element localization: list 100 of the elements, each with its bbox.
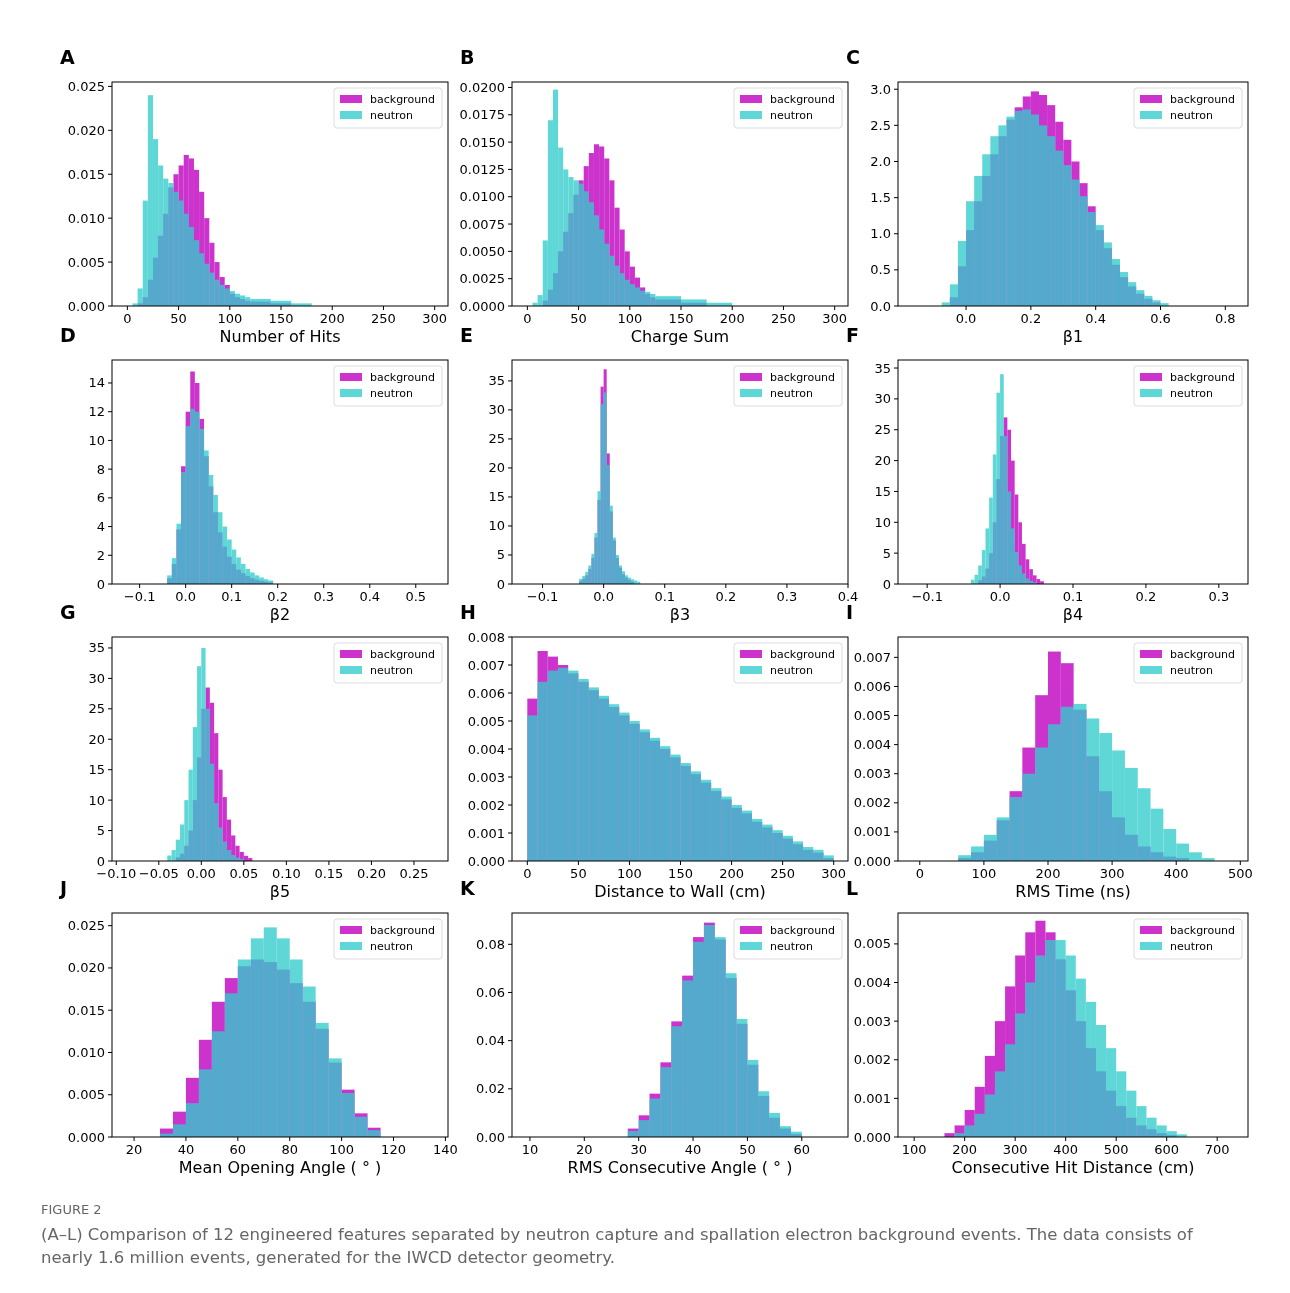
legend-label: background <box>1170 371 1236 384</box>
x-tick-label: 20 <box>125 1142 143 1157</box>
x-axis-title: β3 <box>669 605 691 624</box>
x-tick-label: 0.2 <box>267 589 289 604</box>
x-tick-label: 250 <box>371 311 396 326</box>
y-tick-label: 2 <box>96 547 105 563</box>
x-tick-label: 0.3 <box>1208 589 1230 604</box>
y-tick-label: 25 <box>88 701 105 717</box>
x-tick-label: 300 <box>1099 866 1125 881</box>
x-tick-label: 100 <box>617 866 642 881</box>
y-tick-label: 0.025 <box>67 918 105 934</box>
x-tick-label: 200 <box>1035 866 1061 881</box>
y-tick-label: 0.0 <box>870 298 891 314</box>
y-tick-label: 25 <box>488 431 505 447</box>
legend-label: neutron <box>1170 940 1214 953</box>
x-tick-label: 0.4 <box>359 589 381 604</box>
x-tick-label: 400 <box>1163 866 1189 881</box>
x-tick-label: −0.1 <box>526 589 559 604</box>
x-tick-label: 60 <box>793 1142 811 1157</box>
x-tick-label: 500 <box>1227 866 1253 881</box>
y-tick-label: 0.010 <box>67 210 105 226</box>
y-tick-label: 0.003 <box>467 769 505 785</box>
x-tick-label: −0.1 <box>911 589 943 604</box>
y-tick-label: 0.005 <box>853 936 891 952</box>
y-tick-label: 0.0050 <box>459 243 505 259</box>
y-tick-label: 3.0 <box>870 81 891 97</box>
x-tick-label: 300 <box>822 311 848 326</box>
y-tick-label: 6 <box>96 490 105 506</box>
y-tick-label: 1.5 <box>870 190 891 206</box>
y-tick-label: 20 <box>488 460 505 476</box>
y-tick-label: 0.0150 <box>459 134 505 150</box>
legend-label: background <box>770 924 836 937</box>
legend-label: neutron <box>370 664 414 677</box>
y-tick-label: 0.00 <box>476 1129 505 1145</box>
y-tick-label: 0.000 <box>467 853 505 869</box>
x-tick-label: 50 <box>570 866 587 881</box>
x-tick-label: −0.10 <box>96 866 137 881</box>
text: (A–L) Comparison of 12 engineered features separated by neutron capture and spallation electron background events. The data consists of nearly 1.6 million events, generated for the IWCD detector geometry. <box>41 1224 1194 1269</box>
chart-title: H <box>460 601 476 623</box>
y-tick-label: 5 <box>96 823 105 839</box>
y-tick-label: 0.004 <box>853 737 891 753</box>
text: FIGURE 2 <box>41 1202 103 1217</box>
y-tick-label: 0.001 <box>467 825 505 841</box>
y-tick-label: 0.025 <box>67 78 105 94</box>
y-tick-label: 0.003 <box>853 1013 891 1029</box>
x-tick-label: 0.25 <box>399 866 429 881</box>
x-tick-label: 40 <box>684 1142 702 1157</box>
y-tick-label: 0 <box>96 576 105 592</box>
y-tick-label: 4 <box>96 519 105 535</box>
chart-title: C <box>846 46 860 68</box>
x-tick-label: 0.0 <box>955 311 977 326</box>
x-tick-label: −0.1 <box>123 589 156 604</box>
y-tick-label: 0.008 <box>467 629 505 645</box>
y-tick-label: 0.005 <box>467 713 505 729</box>
x-tick-label: 100 <box>329 1142 355 1157</box>
y-tick-label: 10 <box>88 792 105 808</box>
y-tick-label: 5 <box>496 547 505 563</box>
y-tick-label: 15 <box>488 489 505 505</box>
chart-title: A <box>60 46 75 68</box>
y-tick-label: 0.015 <box>67 166 105 182</box>
y-tick-label: 0.5 <box>870 262 891 278</box>
x-tick-label: 0.5 <box>405 589 427 604</box>
y-tick-label: 15 <box>874 483 891 499</box>
y-tick-label: 0.02 <box>476 1081 505 1097</box>
y-tick-label: 15 <box>88 762 105 778</box>
legend-label: background <box>370 924 436 937</box>
x-tick-label: 200 <box>719 866 744 881</box>
x-axis-title: RMS Consecutive Angle ( ° ) <box>567 1158 793 1177</box>
x-tick-label: 0 <box>123 311 132 326</box>
y-tick-label: 0.002 <box>467 797 505 813</box>
y-tick-label: 35 <box>488 373 505 389</box>
y-tick-label: 0.020 <box>67 122 105 138</box>
x-axis-title: β5 <box>269 882 291 901</box>
legend-label: neutron <box>1170 664 1214 677</box>
y-tick-label: 0.002 <box>853 795 891 811</box>
x-axis-title: Charge Sum <box>630 327 730 346</box>
x-axis-title: RMS Time (ns) <box>1015 882 1131 901</box>
y-tick-label: 14 <box>88 375 105 391</box>
y-tick-label: 8 <box>96 461 105 477</box>
x-tick-label: 250 <box>770 866 796 881</box>
x-tick-label: 300 <box>422 311 448 326</box>
chart-title: D <box>60 324 76 346</box>
y-tick-label: 0 <box>96 853 105 869</box>
y-tick-label: 0.000 <box>67 298 105 314</box>
x-tick-label: 150 <box>668 866 693 881</box>
legend-label: neutron <box>770 109 814 122</box>
y-tick-label: 0.020 <box>67 960 105 976</box>
legend-label: background <box>770 371 836 384</box>
y-tick-label: 0 <box>496 576 505 592</box>
x-tick-label: 0.05 <box>229 866 259 881</box>
x-tick-label: 100 <box>971 866 997 881</box>
x-tick-label: 200 <box>719 311 745 326</box>
y-tick-label: 0.0200 <box>459 79 505 95</box>
y-tick-label: 0.0175 <box>459 107 505 123</box>
y-tick-label: 20 <box>874 453 891 469</box>
x-tick-label: 700 <box>1204 1142 1230 1157</box>
x-axis-title: Mean Opening Angle ( ° ) <box>178 1158 382 1177</box>
legend-label: background <box>370 648 436 661</box>
x-tick-label: 100 <box>617 311 643 326</box>
y-tick-label: 35 <box>874 360 891 376</box>
